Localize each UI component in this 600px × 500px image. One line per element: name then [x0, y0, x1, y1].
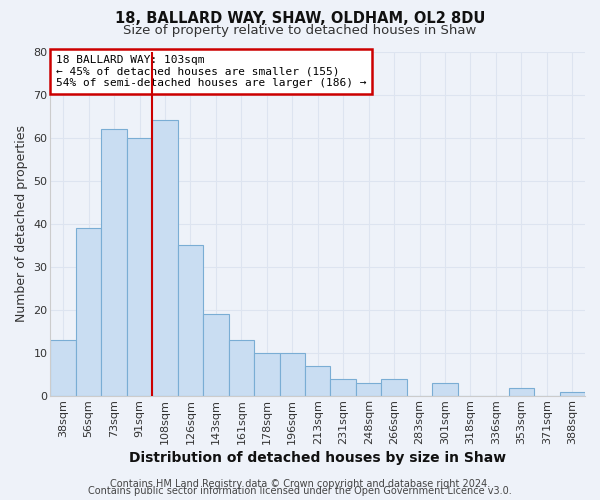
Bar: [382, 379, 407, 396]
Text: 18 BALLARD WAY: 103sqm
← 45% of detached houses are smaller (155)
54% of semi-de: 18 BALLARD WAY: 103sqm ← 45% of detached…: [56, 55, 367, 88]
Bar: [152, 120, 178, 396]
Text: Size of property relative to detached houses in Shaw: Size of property relative to detached ho…: [124, 24, 476, 37]
Bar: [178, 246, 203, 396]
Bar: [229, 340, 254, 396]
Y-axis label: Number of detached properties: Number of detached properties: [15, 126, 28, 322]
Bar: [101, 129, 127, 396]
Text: Contains public sector information licensed under the Open Government Licence v3: Contains public sector information licen…: [88, 486, 512, 496]
Bar: [203, 314, 229, 396]
Bar: [509, 388, 534, 396]
Bar: [280, 353, 305, 396]
Bar: [560, 392, 585, 396]
Bar: [50, 340, 76, 396]
Text: 18, BALLARD WAY, SHAW, OLDHAM, OL2 8DU: 18, BALLARD WAY, SHAW, OLDHAM, OL2 8DU: [115, 11, 485, 26]
Bar: [331, 379, 356, 396]
Bar: [305, 366, 331, 396]
X-axis label: Distribution of detached houses by size in Shaw: Distribution of detached houses by size …: [129, 451, 506, 465]
Bar: [127, 138, 152, 396]
Bar: [76, 228, 101, 396]
Bar: [356, 383, 382, 396]
Bar: [432, 383, 458, 396]
Text: Contains HM Land Registry data © Crown copyright and database right 2024.: Contains HM Land Registry data © Crown c…: [110, 479, 490, 489]
Bar: [254, 353, 280, 396]
